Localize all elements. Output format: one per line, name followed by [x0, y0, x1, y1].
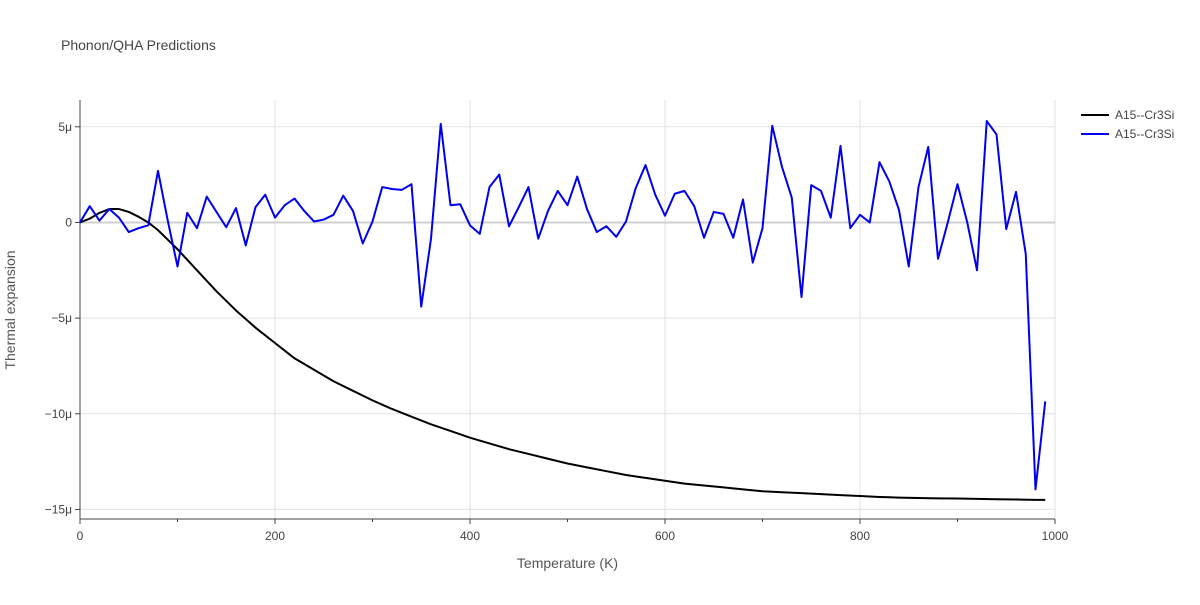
x-tick-label: 200: [265, 529, 285, 543]
series-line-1: [79, 208, 1046, 501]
series-lines: [79, 120, 1047, 501]
legend[interactable]: A15--Cr3Si A15--Cr3Si: [1081, 108, 1174, 141]
axes: 0 200 400 600 800 1000 −15μ −10μ −5μ 0 5μ: [45, 100, 1069, 543]
x-tick-label: 800: [850, 529, 870, 543]
gridlines: [80, 100, 1056, 519]
x-tick-label: 0: [77, 529, 84, 543]
y-axis-label: Thermal expansion: [2, 250, 18, 369]
legend-item-1[interactable]: A15--Cr3Si: [1081, 108, 1174, 122]
x-tick-label: 1000: [1042, 529, 1069, 543]
x-tick-label: 600: [655, 529, 675, 543]
y-tick-label: −15μ: [45, 502, 72, 516]
y-tick-label: −5μ: [51, 311, 72, 325]
x-axis-label: Temperature (K): [517, 555, 618, 571]
legend-label: A15--Cr3Si: [1115, 108, 1174, 122]
y-tick-label: −10μ: [45, 407, 72, 421]
y-tick-label: 5μ: [58, 120, 72, 134]
y-tick-label: 0: [65, 215, 72, 229]
legend-item-2[interactable]: A15--Cr3Si: [1081, 127, 1174, 141]
chart-title: Phonon/QHA Predictions: [61, 37, 216, 53]
x-tick-label: 400: [460, 529, 480, 543]
legend-label: A15--Cr3Si: [1115, 127, 1174, 141]
series-line-2: [79, 120, 1047, 491]
